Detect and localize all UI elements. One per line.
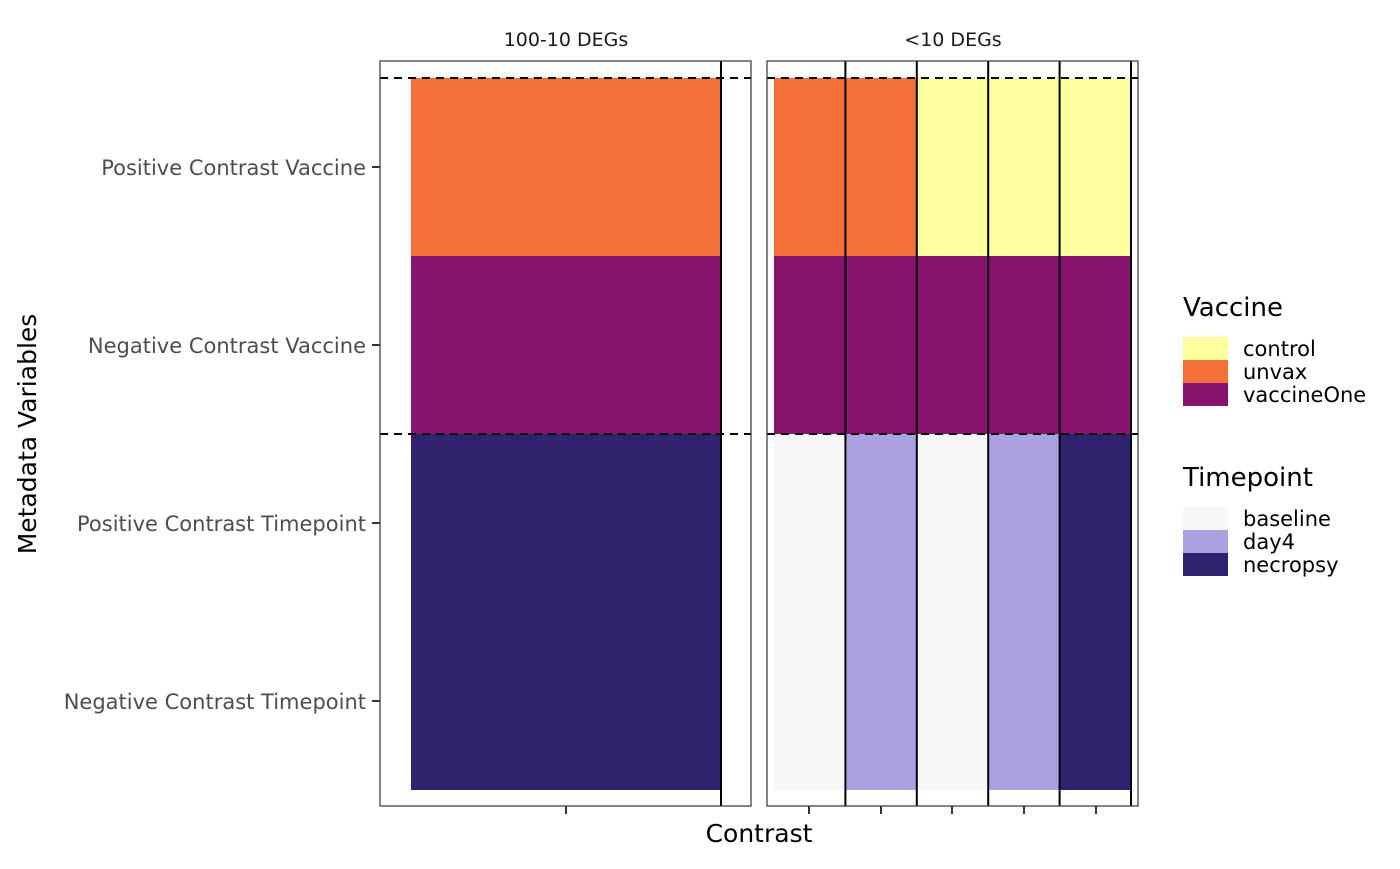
heatmap-cell (845, 434, 917, 612)
y-axis-tick-labels: Positive Contrast Vaccine Negative Contr… (64, 156, 366, 714)
heatmap-cell (411, 434, 721, 612)
heatmap-cell (1059, 78, 1131, 256)
heatmap-cell (916, 256, 989, 434)
heatmap-cell (988, 434, 1060, 612)
heatmap-cell (988, 256, 1060, 434)
heatmap-cell (1059, 434, 1131, 612)
legend-label-day4: day4 (1243, 530, 1295, 554)
panel-100-10-degs (379, 60, 752, 814)
heatmap-cell (916, 78, 989, 256)
legend-swatch-unvax (1183, 360, 1228, 383)
heatmap-cell (774, 434, 846, 612)
y-axis-title: Metadata Variables (13, 314, 42, 555)
ytick-label: Positive Contrast Timepoint (77, 512, 366, 536)
legend-swatch-vaccineOne (1183, 383, 1228, 406)
heatmap-cell (845, 256, 917, 434)
ytick-label: Positive Contrast Vaccine (101, 156, 366, 180)
heatmap-cell (411, 78, 721, 256)
heatmap-cell (774, 256, 846, 434)
legend-label-baseline: baseline (1243, 507, 1331, 531)
strip-label-100-10: 100-10 DEGs (504, 29, 629, 51)
legend-swatch-necropsy (1183, 553, 1228, 576)
legend-title-vaccine: Vaccine (1183, 293, 1283, 323)
legend-label-vaccineOne: vaccineOne (1243, 383, 1366, 407)
legend-label-control: control (1243, 337, 1316, 361)
x-axis-title: Contrast (706, 819, 813, 848)
heatmap-cell (845, 78, 917, 256)
heatmap-cell (411, 256, 721, 434)
heatmap-cell (988, 612, 1060, 790)
heatmap-cell (774, 612, 846, 790)
legend-swatch-day4 (1183, 530, 1228, 553)
heatmap-cell (1059, 612, 1131, 790)
heatmap-cell (411, 612, 721, 790)
heatmap-cell (916, 434, 989, 612)
heatmap-cell (916, 612, 989, 790)
y-axis-ticks (372, 166, 380, 702)
strip-label-under-10: <10 DEGs (904, 29, 1001, 51)
legend-title-timepoint: Timepoint (1182, 463, 1313, 493)
heatmap-cell (774, 78, 846, 256)
heatmap-cell (1059, 256, 1131, 434)
legend-swatch-control (1183, 337, 1228, 360)
legend-label-necropsy: necropsy (1243, 553, 1339, 577)
heatmap-cell (845, 612, 917, 790)
ytick-label: Negative Contrast Vaccine (88, 334, 366, 358)
legend-label-unvax: unvax (1243, 360, 1307, 384)
ytick-label: Negative Contrast Timepoint (64, 690, 366, 714)
legend-swatch-baseline (1183, 507, 1228, 530)
heatmap-cell (988, 78, 1060, 256)
panel-under-10-degs (766, 60, 1139, 814)
